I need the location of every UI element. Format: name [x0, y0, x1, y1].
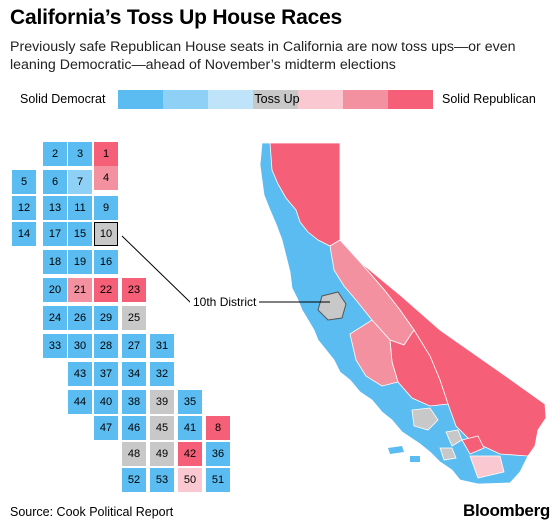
district-tile-43: 43	[68, 362, 92, 386]
legend-right-label: Solid Republican	[442, 92, 536, 106]
district-tile-12: 12	[12, 196, 36, 220]
district-tile-36: 36	[206, 442, 230, 466]
district-tile-3: 3	[68, 142, 92, 166]
district-tile-49: 49	[150, 442, 174, 466]
brand-logo: Bloomberg	[462, 501, 550, 520]
legend-swatch	[253, 90, 298, 109]
legend-swatch	[208, 90, 253, 109]
district-tile-35: 35	[178, 390, 202, 414]
district-tile-39: 39	[150, 390, 174, 414]
rating-legend: Solid Democrat Toss Up Solid Republican	[0, 89, 560, 111]
legend-swatch	[343, 90, 388, 109]
district-tile-26: 26	[68, 306, 92, 330]
highlight-label: 10th District	[190, 295, 260, 309]
district-tile-7: 7	[68, 170, 92, 194]
district-tile-31: 31	[150, 334, 174, 358]
region-lean-rep-50	[469, 455, 505, 479]
district-tile-46: 46	[122, 416, 146, 440]
district-tile-38: 38	[122, 390, 146, 414]
district-tile-48: 48	[122, 442, 146, 466]
district-tile-13: 13	[43, 196, 67, 220]
district-tile-47: 47	[94, 416, 118, 440]
district-tile-14: 14	[12, 222, 36, 246]
district-tile-20: 20	[43, 278, 67, 302]
district-tile-41: 41	[178, 416, 202, 440]
district-tile-2: 2	[43, 142, 67, 166]
district-tile-50: 50	[178, 468, 202, 492]
district-tile-40: 40	[94, 390, 118, 414]
district-tile-10: 10	[94, 222, 118, 246]
region-toss-up-10	[317, 291, 347, 321]
legend-swatch	[388, 90, 433, 109]
district-tile-4: 4	[94, 166, 118, 190]
district-tile-11: 11	[68, 196, 92, 220]
district-tile-29: 29	[94, 306, 118, 330]
district-tile-16: 16	[94, 250, 118, 274]
district-tile-23: 23	[122, 278, 146, 302]
legend-swatch	[163, 90, 208, 109]
district-tile-25: 25	[122, 306, 146, 330]
legend-swatch	[298, 90, 343, 109]
district-tile-19: 19	[68, 250, 92, 274]
district-tile-42: 42	[178, 442, 202, 466]
district-tile-5: 5	[12, 170, 36, 194]
district-tile-53: 53	[150, 468, 174, 492]
district-tile-15: 15	[68, 222, 92, 246]
district-tile-22: 22	[94, 278, 118, 302]
district-tile-1: 1	[94, 142, 118, 166]
district-tile-8: 8	[206, 416, 230, 440]
region-solid-rep-42	[461, 435, 485, 455]
chart-title: California’s Toss Up House Races	[10, 6, 343, 29]
legend-left-label: Solid Democrat	[20, 92, 106, 106]
district-tile-28: 28	[94, 334, 118, 358]
district-tile-51: 51	[206, 468, 230, 492]
channel-islands	[388, 446, 420, 462]
source-note: Source: Cook Political Report	[10, 505, 174, 519]
region-solid-rep-north	[269, 142, 341, 247]
district-tile-37: 37	[94, 362, 118, 386]
district-tile-52: 52	[122, 468, 146, 492]
district-tile-44: 44	[68, 390, 92, 414]
district-tile-34: 34	[122, 362, 146, 386]
legend-center-label: Toss Up	[254, 92, 300, 106]
legend-swatch	[118, 90, 163, 109]
district-tile-32: 32	[150, 362, 174, 386]
district-tile-27: 27	[122, 334, 146, 358]
district-tile-24: 24	[43, 306, 67, 330]
region-likely-rep-central	[349, 319, 399, 387]
district-tile-9: 9	[94, 196, 118, 220]
district-tile-45: 45	[150, 416, 174, 440]
district-tile-33: 33	[43, 334, 67, 358]
district-tile-18: 18	[43, 250, 67, 274]
district-tile-6: 6	[43, 170, 67, 194]
district-tile-17: 17	[43, 222, 67, 246]
chart-subtitle: Previously safe Republican House seats i…	[10, 39, 516, 73]
district-tile-30: 30	[68, 334, 92, 358]
district-tile-21: 21	[68, 278, 92, 302]
